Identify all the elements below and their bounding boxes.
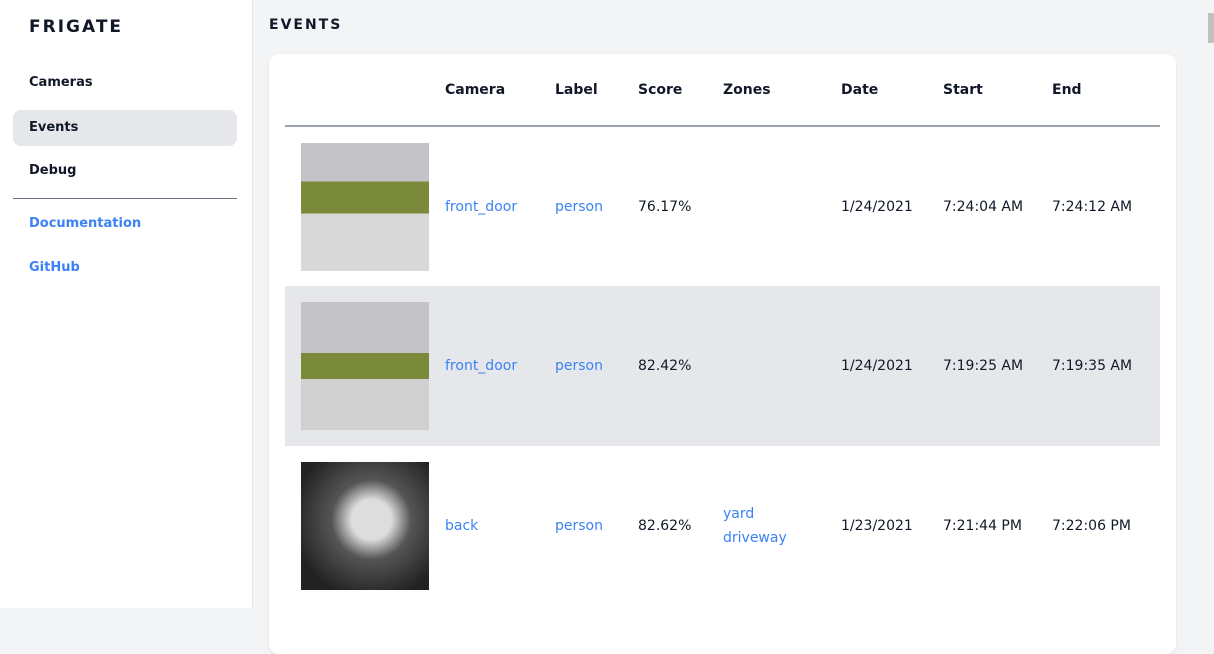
date: 1/24/2021 (841, 286, 943, 446)
events-card: Camera Label Score Zones Date Start End … (269, 54, 1176, 654)
header-thumbnail (285, 54, 445, 127)
header-start: Start (943, 54, 1052, 127)
table-row[interactable]: back person 82.62% yard driveway 1/23/202… (285, 446, 1160, 606)
zone-link[interactable]: driveway (723, 530, 787, 546)
thumbnail-cell (285, 446, 445, 606)
sidebar-divider (13, 198, 237, 199)
start-time: 7:21:44 PM (943, 518, 1022, 534)
sidebar-item-cameras[interactable]: Cameras (29, 75, 93, 90)
header-end: End (1052, 54, 1160, 127)
start-time: 7:19:25 AM (943, 286, 1052, 446)
sidebar: FRIGATE Cameras Events Debug Documentati… (0, 0, 253, 608)
camera-link[interactable]: front_door (445, 198, 518, 215)
date: 1/24/2021 (841, 198, 913, 215)
sidebar-item-debug[interactable]: Debug (29, 163, 77, 178)
score: 82.62% (638, 518, 692, 534)
event-thumbnail[interactable] (301, 462, 429, 590)
label-link[interactable]: person (555, 358, 603, 374)
table-row[interactable]: front_door person 76.17% 1/24/2021 7:24:… (285, 126, 1160, 286)
scrollbar[interactable] (1208, 0, 1214, 608)
event-thumbnail[interactable] (301, 142, 429, 271)
sidebar-link-github[interactable]: GitHub (29, 260, 80, 275)
scrollbar-thumb[interactable] (1208, 13, 1214, 43)
sidebar-link-documentation[interactable]: Documentation (29, 216, 142, 231)
brand-logo: FRIGATE (29, 17, 124, 37)
score: 82.42% (638, 286, 723, 446)
start-time: 7:24:04 AM (943, 198, 1024, 215)
header-score: Score (638, 54, 723, 127)
end-time: 7:22:06 PM (1052, 518, 1131, 534)
header-date: Date (841, 54, 943, 127)
sidebar-item-events[interactable]: Events (13, 110, 237, 146)
end-time: 7:24:12 AM (1052, 198, 1133, 215)
table-row[interactable]: front_door person 82.42% 1/24/2021 7:19:… (285, 286, 1160, 446)
thumbnail-cell (285, 126, 445, 286)
camera-link[interactable]: back (445, 518, 479, 534)
label-link[interactable]: person (555, 518, 603, 534)
page-title: EVENTS (269, 17, 343, 33)
events-table: Camera Label Score Zones Date Start End … (285, 54, 1160, 606)
end-time: 7:19:35 AM (1052, 286, 1160, 446)
camera-link[interactable]: front_door (445, 358, 518, 374)
score: 76.17% (638, 198, 692, 215)
header-label: Label (555, 54, 638, 127)
date: 1/23/2021 (841, 518, 913, 534)
zone-link[interactable]: yard (723, 506, 755, 522)
label-link[interactable]: person (555, 198, 603, 215)
event-thumbnail[interactable] (301, 302, 429, 430)
thumbnail-cell (285, 286, 445, 446)
header-camera: Camera (445, 54, 555, 127)
header-zones: Zones (723, 54, 841, 127)
